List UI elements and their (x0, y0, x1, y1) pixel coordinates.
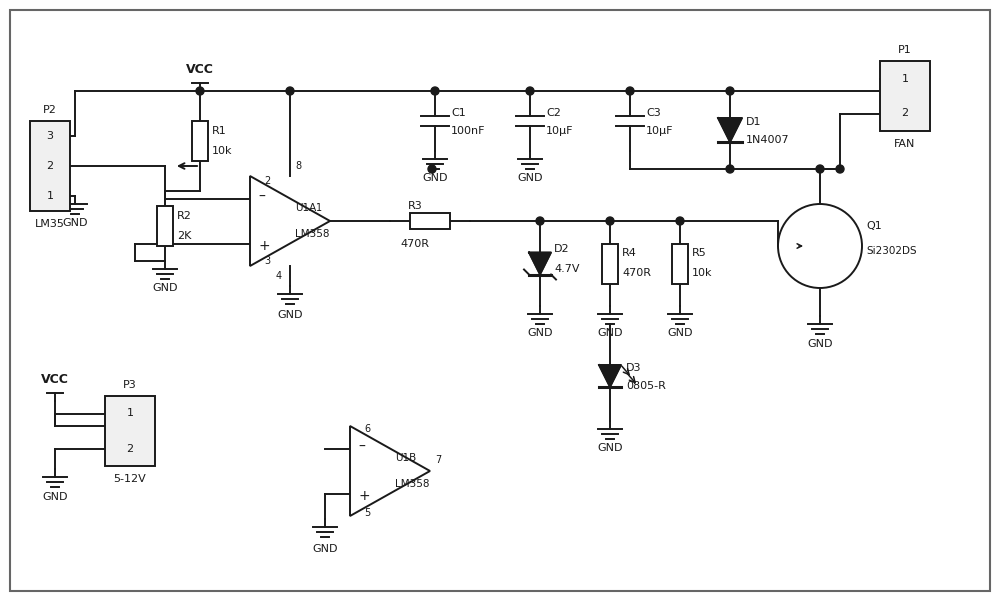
Polygon shape (718, 118, 742, 142)
Circle shape (431, 87, 439, 95)
Circle shape (626, 87, 634, 95)
Circle shape (606, 217, 614, 225)
Circle shape (816, 165, 824, 173)
Circle shape (676, 217, 684, 225)
Text: 470R: 470R (400, 239, 430, 249)
Polygon shape (529, 252, 551, 275)
Text: GND: GND (62, 218, 88, 228)
Text: 10μF: 10μF (546, 126, 574, 136)
Text: 2K: 2K (177, 231, 191, 241)
Text: +: + (358, 489, 370, 502)
Circle shape (286, 87, 294, 95)
Circle shape (526, 87, 534, 95)
Text: GND: GND (597, 443, 623, 453)
Text: GND: GND (312, 543, 338, 554)
Text: VCC: VCC (186, 63, 214, 76)
Text: D3: D3 (626, 363, 642, 373)
Text: +: + (258, 239, 270, 252)
Text: 1: 1 (902, 73, 908, 84)
Text: GND: GND (42, 492, 68, 502)
Text: P1: P1 (898, 45, 912, 55)
Polygon shape (250, 176, 330, 266)
Text: LM35: LM35 (35, 219, 65, 229)
Circle shape (778, 204, 862, 288)
Text: 2: 2 (901, 109, 909, 118)
Text: R4: R4 (622, 248, 637, 258)
Text: 4.7V: 4.7V (554, 264, 580, 274)
Text: 1: 1 (126, 409, 134, 418)
Circle shape (196, 87, 204, 95)
Text: 2: 2 (264, 177, 270, 186)
Circle shape (536, 217, 544, 225)
Bar (105, 396, 155, 466)
Text: 4: 4 (276, 271, 282, 281)
Text: –: – (258, 189, 265, 204)
Text: R1: R1 (212, 126, 227, 136)
Text: LM358: LM358 (295, 229, 330, 239)
Text: U1A: U1A (295, 203, 316, 213)
Text: 2: 2 (46, 161, 54, 171)
Polygon shape (350, 426, 430, 516)
Bar (192, 121, 208, 161)
Text: GND: GND (152, 283, 178, 293)
Text: GND: GND (667, 328, 693, 338)
Text: GND: GND (807, 339, 833, 349)
Text: R2: R2 (177, 211, 192, 221)
Text: R5: R5 (692, 248, 707, 258)
Circle shape (726, 87, 734, 95)
Text: Si2302DS: Si2302DS (866, 246, 917, 256)
Text: GND: GND (527, 328, 553, 338)
Text: R3: R3 (408, 201, 422, 211)
Text: 1N4007: 1N4007 (746, 135, 790, 145)
Bar (30, 121, 70, 211)
Text: Q1: Q1 (866, 221, 882, 231)
Text: 1: 1 (46, 191, 54, 201)
Text: 10μF: 10μF (646, 126, 674, 136)
Text: C1: C1 (451, 108, 466, 118)
Bar (157, 206, 173, 246)
Circle shape (428, 165, 436, 173)
Text: D2: D2 (554, 244, 570, 254)
Circle shape (836, 165, 844, 173)
Text: 5: 5 (364, 507, 370, 517)
Text: D1: D1 (746, 117, 762, 127)
Text: 6: 6 (364, 424, 370, 435)
Text: 10k: 10k (212, 146, 232, 156)
Text: 8: 8 (295, 161, 301, 171)
Circle shape (726, 165, 734, 173)
Text: P2: P2 (43, 105, 57, 115)
Text: GND: GND (517, 173, 543, 183)
Text: 10k: 10k (692, 269, 712, 278)
Bar (880, 61, 930, 131)
Text: P3: P3 (123, 380, 137, 390)
Bar (602, 243, 618, 284)
Text: 0805-R: 0805-R (626, 381, 666, 391)
Text: –: – (358, 439, 365, 454)
Text: 7: 7 (435, 455, 441, 465)
Text: 2: 2 (126, 444, 134, 454)
Bar (672, 243, 688, 284)
Bar (410, 213, 450, 229)
Text: FAN: FAN (894, 139, 916, 149)
Text: 470R: 470R (622, 269, 651, 278)
Text: GND: GND (277, 310, 303, 320)
Text: GND: GND (597, 328, 623, 338)
Text: GND: GND (422, 173, 448, 183)
Text: 3: 3 (46, 131, 54, 141)
Text: 3: 3 (264, 255, 270, 266)
Text: 5-12V: 5-12V (114, 474, 146, 484)
Text: C3: C3 (646, 108, 661, 118)
Text: LM358: LM358 (395, 479, 430, 489)
Text: C2: C2 (546, 108, 561, 118)
Text: 1: 1 (316, 203, 322, 213)
Text: U1B: U1B (395, 453, 416, 463)
Text: 100nF: 100nF (451, 126, 486, 136)
Polygon shape (599, 365, 621, 387)
Text: VCC: VCC (41, 373, 69, 386)
